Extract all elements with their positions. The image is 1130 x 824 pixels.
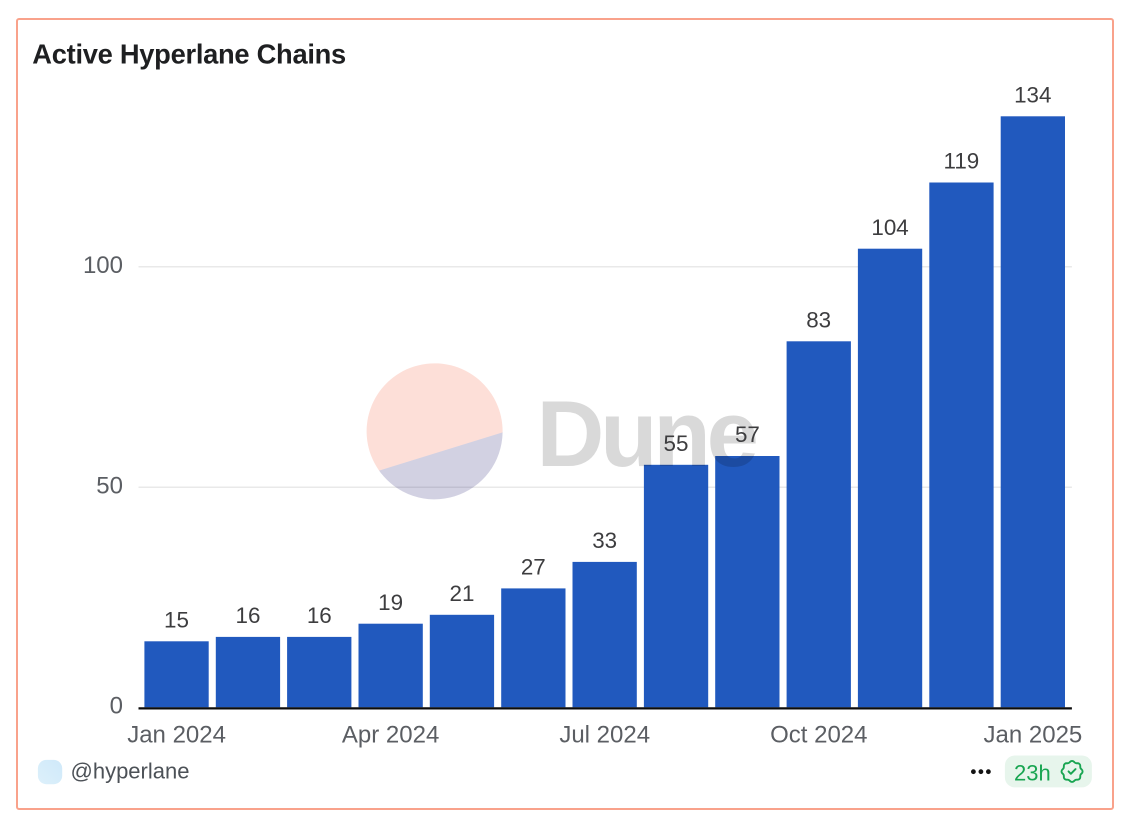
svg-text:50: 50 [96, 472, 123, 499]
svg-text:Jan 2024: Jan 2024 [127, 722, 226, 749]
svg-text:104: 104 [871, 215, 908, 240]
svg-text:Dune: Dune [537, 381, 757, 486]
svg-text:23h: 23h [1014, 760, 1051, 785]
svg-text:55: 55 [664, 431, 689, 456]
svg-text:15: 15 [164, 608, 189, 633]
svg-text:21: 21 [450, 581, 475, 606]
svg-text:Jul 2024: Jul 2024 [559, 722, 650, 749]
svg-text:19: 19 [378, 590, 403, 615]
svg-text:Jan 2025: Jan 2025 [984, 722, 1083, 749]
svg-text:@hyperlane: @hyperlane [71, 759, 190, 784]
svg-text:83: 83 [806, 308, 831, 333]
svg-text:100: 100 [83, 252, 123, 279]
svg-text:Apr 2024: Apr 2024 [342, 722, 439, 749]
svg-text:134: 134 [1014, 83, 1051, 108]
svg-text:16: 16 [236, 603, 261, 628]
svg-text:Active Hyperlane Chains: Active Hyperlane Chains [32, 39, 346, 70]
svg-text:Oct 2024: Oct 2024 [770, 722, 867, 749]
svg-text:27: 27 [521, 555, 546, 580]
svg-text:57: 57 [735, 422, 760, 447]
svg-text:33: 33 [592, 528, 617, 553]
svg-text:0: 0 [110, 693, 123, 720]
svg-text:119: 119 [944, 149, 980, 174]
svg-text:16: 16 [307, 603, 332, 628]
